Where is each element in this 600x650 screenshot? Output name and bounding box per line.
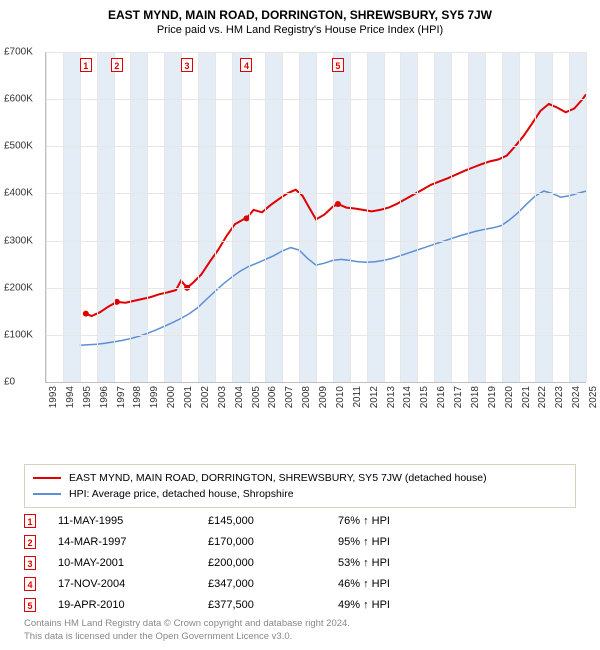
vgridline	[215, 52, 216, 382]
vgridline	[164, 52, 165, 382]
sale-dot-1	[83, 311, 89, 317]
vgridline	[80, 52, 81, 382]
sale-marker-5: 5	[332, 58, 344, 72]
y-axis-label: £200K	[4, 282, 33, 293]
vgridline	[451, 52, 452, 382]
sale-date: 14-MAR-1997	[58, 536, 208, 548]
vgridline	[384, 52, 385, 382]
sale-pct: 46% ↑ HPI	[338, 578, 448, 590]
vgridline	[468, 52, 469, 382]
legend-swatch	[33, 477, 61, 479]
vgridline	[181, 52, 182, 382]
vgridline	[519, 52, 520, 382]
vgridline	[316, 52, 317, 382]
sale-price: £347,000	[208, 578, 338, 590]
y-axis-label: £100K	[4, 329, 33, 340]
vgridline	[417, 52, 418, 382]
vgridline	[400, 52, 401, 382]
sale-row: 2 14-MAR-1997£170,00095% ↑ HPI	[24, 531, 576, 552]
sale-pct: 49% ↑ HPI	[338, 599, 448, 611]
sale-row: 4 17-NOV-2004£347,00046% ↑ HPI	[24, 573, 576, 594]
legend-label: EAST MYND, MAIN ROAD, DORRINGTON, SHREWS…	[69, 472, 487, 484]
x-axis-label: 2025	[588, 386, 600, 408]
vgridline	[552, 52, 553, 382]
vgridline	[46, 52, 47, 382]
legend-label: HPI: Average price, detached house, Shro…	[69, 488, 294, 500]
vgridline	[350, 52, 351, 382]
vgridline	[63, 52, 64, 382]
sale-dot-2	[114, 299, 120, 305]
legend-row: EAST MYND, MAIN ROAD, DORRINGTON, SHREWS…	[33, 470, 567, 486]
chart-title: EAST MYND, MAIN ROAD, DORRINGTON, SHREWS…	[0, 0, 600, 22]
vgridline	[502, 52, 503, 382]
sale-date: 10-MAY-2001	[58, 557, 208, 569]
sale-row-marker: 4	[24, 577, 36, 591]
page: EAST MYND, MAIN ROAD, DORRINGTON, SHREWS…	[0, 0, 600, 650]
plot-region: £0£100K£200K£300K£400K£500K£600K£700K123…	[45, 52, 586, 383]
vgridline	[485, 52, 486, 382]
vgridline	[434, 52, 435, 382]
vgridline	[232, 52, 233, 382]
sale-marker-3: 3	[181, 58, 193, 72]
vgridline	[147, 52, 148, 382]
vgridline	[586, 52, 587, 382]
sale-price: £200,000	[208, 557, 338, 569]
vgridline	[299, 52, 300, 382]
sale-pct: 76% ↑ HPI	[338, 515, 448, 527]
legend: EAST MYND, MAIN ROAD, DORRINGTON, SHREWS…	[24, 464, 576, 508]
chart-subtitle: Price paid vs. HM Land Registry's House …	[0, 22, 600, 36]
vgridline	[333, 52, 334, 382]
y-axis-label: £300K	[4, 235, 33, 246]
sale-marker-4: 4	[240, 58, 252, 72]
footer-attribution: Contains HM Land Registry data © Crown c…	[24, 618, 350, 644]
sale-row-marker: 3	[24, 556, 36, 570]
vgridline	[367, 52, 368, 382]
y-axis-label: £700K	[4, 47, 33, 58]
sale-row-marker: 1	[24, 514, 36, 528]
y-axis-label: £500K	[4, 141, 33, 152]
vgridline	[97, 52, 98, 382]
footer-line-1: Contains HM Land Registry data © Crown c…	[24, 618, 350, 631]
vgridline	[249, 52, 250, 382]
sale-row: 1 11-MAY-1995£145,00076% ↑ HPI	[24, 510, 576, 531]
sale-row: 5 19-APR-2010£377,50049% ↑ HPI	[24, 594, 576, 615]
sale-date: 19-APR-2010	[58, 599, 208, 611]
sales-table: 1 11-MAY-1995£145,00076% ↑ HPI 2 14-MAR-199…	[24, 510, 576, 615]
vgridline	[282, 52, 283, 382]
sale-price: £145,000	[208, 515, 338, 527]
sale-date: 17-NOV-2004	[58, 578, 208, 590]
sale-price: £170,000	[208, 536, 338, 548]
legend-row: HPI: Average price, detached house, Shro…	[33, 486, 567, 502]
sale-row: 3 10-MAY-2001£200,00053% ↑ HPI	[24, 552, 576, 573]
y-axis-label: £0	[4, 377, 15, 388]
sale-date: 11-MAY-1995	[58, 515, 208, 527]
vgridline	[114, 52, 115, 382]
sale-pct: 95% ↑ HPI	[338, 536, 448, 548]
y-axis-label: £400K	[4, 188, 33, 199]
sale-marker-1: 1	[80, 58, 92, 72]
vgridline	[535, 52, 536, 382]
legend-swatch	[33, 493, 61, 495]
y-axis-label: £600K	[4, 94, 33, 105]
vgridline	[198, 52, 199, 382]
footer-line-2: This data is licensed under the Open Gov…	[24, 631, 350, 644]
sale-marker-2: 2	[111, 58, 123, 72]
sale-price: £377,500	[208, 599, 338, 611]
chart-area: £0£100K£200K£300K£400K£500K£600K£700K123…	[45, 52, 585, 420]
sale-row-marker: 2	[24, 535, 36, 549]
vgridline	[265, 52, 266, 382]
vgridline	[569, 52, 570, 382]
sale-pct: 53% ↑ HPI	[338, 557, 448, 569]
sale-row-marker: 5	[24, 598, 36, 612]
vgridline	[130, 52, 131, 382]
sale-dot-5	[335, 201, 341, 207]
